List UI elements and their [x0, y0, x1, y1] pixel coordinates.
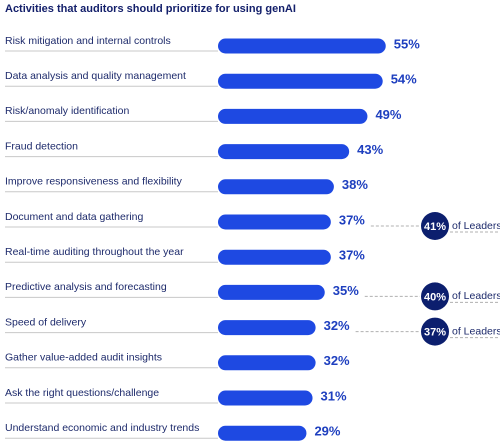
- leader-value-label: 40%: [424, 291, 446, 303]
- value-label: 38%: [342, 177, 368, 192]
- bar: [218, 179, 334, 195]
- value-label: 32%: [324, 318, 350, 333]
- bar: [218, 73, 383, 89]
- category-label: Real-time auditing throughout the year: [5, 246, 184, 258]
- value-label: 55%: [394, 36, 420, 51]
- category-label: Risk/anomaly identification: [5, 105, 129, 117]
- category-label: Data analysis and quality management: [5, 70, 186, 82]
- leader-circle: [421, 317, 449, 346]
- category-label: Gather value-added audit insights: [5, 352, 162, 364]
- bar: [218, 214, 331, 230]
- leader-name: of Leaders: [452, 290, 500, 302]
- category-label: Document and data gathering: [5, 211, 144, 223]
- value-label: 35%: [333, 283, 359, 298]
- leader-circle: [421, 282, 449, 311]
- chart-title: Activities that auditors should prioriti…: [5, 3, 296, 15]
- bar: [218, 355, 316, 371]
- value-label: 37%: [339, 248, 365, 263]
- bar: [218, 38, 386, 54]
- bar: [218, 390, 313, 406]
- leader-circle: [421, 212, 449, 240]
- value-label: 43%: [357, 142, 383, 157]
- category-label: Risk mitigation and internal controls: [5, 35, 171, 47]
- value-label: 49%: [375, 107, 401, 122]
- category-label: Understand economic and industry trends: [5, 422, 199, 434]
- bar: [218, 320, 316, 336]
- category-label: Ask the right questions/challenge: [5, 387, 159, 399]
- category-label: Predictive analysis and forecasting: [5, 281, 167, 293]
- value-label: 29%: [314, 424, 340, 439]
- leader-value-label: 37%: [424, 327, 446, 339]
- bar: [218, 284, 325, 300]
- bar: [218, 144, 350, 160]
- value-label: 32%: [324, 353, 350, 368]
- bar: [218, 108, 368, 124]
- leader-name: of Leaders: [452, 220, 500, 232]
- bar: [218, 249, 331, 265]
- value-label: 54%: [391, 72, 417, 87]
- bar: [218, 425, 307, 441]
- category-label: Fraud detection: [5, 140, 78, 152]
- value-label: 31%: [321, 388, 347, 403]
- leader-value-label: 41%: [424, 221, 446, 233]
- value-label: 37%: [339, 212, 365, 227]
- leader-name: of Leaders: [452, 325, 500, 337]
- category-label: Improve responsiveness and flexibility: [5, 176, 183, 188]
- category-label: Speed of delivery: [5, 316, 87, 328]
